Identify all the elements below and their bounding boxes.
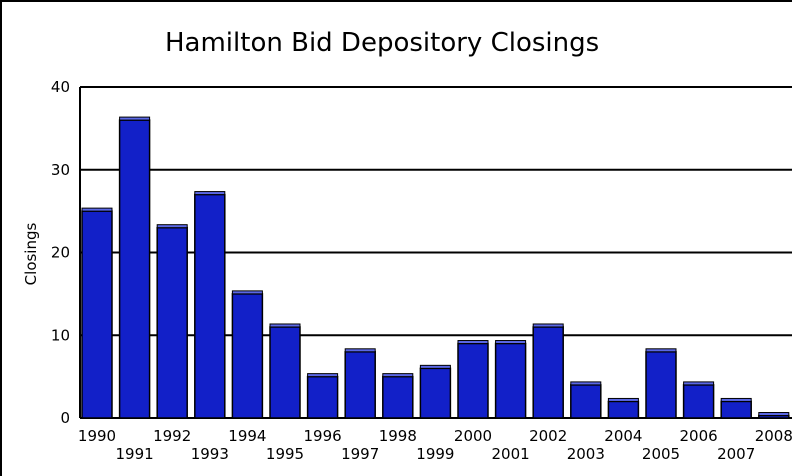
bar-body xyxy=(118,119,151,419)
bar-body xyxy=(306,375,339,419)
bar-body xyxy=(156,226,188,419)
bar-top-face xyxy=(156,224,188,229)
bar-1993 xyxy=(194,191,226,419)
bar-top-face xyxy=(758,412,790,417)
bar-body xyxy=(645,351,677,419)
x-tick-label: 1991 xyxy=(116,445,154,463)
bar-1998 xyxy=(382,373,414,419)
x-tick-label: 1996 xyxy=(304,427,342,445)
bar-top-face xyxy=(645,348,677,353)
bar-top-face xyxy=(607,397,639,402)
bar-1996 xyxy=(306,373,339,419)
bar-1990 xyxy=(81,207,113,419)
y-tick-label: 40 xyxy=(51,78,70,96)
bar-top-face xyxy=(683,381,715,386)
bar-2003 xyxy=(570,381,602,419)
bar-top-face xyxy=(382,373,414,378)
x-tick-label: 2008 xyxy=(755,427,792,445)
bar-top-face xyxy=(720,397,752,402)
bar-1999 xyxy=(419,364,452,419)
bar-body xyxy=(382,375,414,419)
y-tick-label: 30 xyxy=(51,161,70,179)
x-tick-label: 2005 xyxy=(642,445,680,463)
bar-2002 xyxy=(532,323,564,419)
bar-body xyxy=(269,326,301,419)
bar-2004 xyxy=(607,397,640,419)
bar-top-face xyxy=(307,373,339,378)
bar-body xyxy=(231,293,264,419)
bar-2007 xyxy=(720,397,752,419)
bar-1991 xyxy=(118,116,151,419)
bar-2008 xyxy=(758,412,790,419)
bar-body xyxy=(720,400,752,419)
bar-body xyxy=(419,367,452,419)
bar-body xyxy=(81,210,113,419)
x-tick-label: 1990 xyxy=(78,427,116,445)
y-tick-label: 10 xyxy=(51,326,70,344)
bar-top-face xyxy=(194,191,226,196)
bar-body xyxy=(457,342,489,419)
bar-body xyxy=(532,326,564,419)
bar-body xyxy=(570,384,602,419)
bars xyxy=(81,116,790,419)
y-tick-label: 20 xyxy=(51,244,70,262)
bar-body xyxy=(344,351,376,419)
x-tick-label: 1995 xyxy=(266,445,304,463)
bar-top-face xyxy=(532,323,564,328)
bar-top-face xyxy=(231,290,263,295)
x-tick-label: 2000 xyxy=(454,427,492,445)
bar-body xyxy=(494,342,527,419)
x-tick-label: 1998 xyxy=(379,427,417,445)
x-tick-label: 2002 xyxy=(529,427,567,445)
x-tick-label: 1997 xyxy=(341,445,379,463)
x-tick-labels: 1990199119921993199419951996199719981999… xyxy=(78,427,792,463)
x-tick-label: 1992 xyxy=(153,427,191,445)
chart-title: Hamilton Bid Depository Closings xyxy=(165,28,600,58)
bar-body xyxy=(607,400,640,419)
x-tick-label: 2004 xyxy=(604,427,642,445)
y-tick-label: 0 xyxy=(60,409,70,427)
bar-2005 xyxy=(645,348,677,419)
x-tick-label: 2003 xyxy=(567,445,605,463)
bar-body xyxy=(194,193,226,419)
bar-2001 xyxy=(494,340,527,419)
bar-1997 xyxy=(344,348,376,419)
bar-2000 xyxy=(457,340,489,419)
bar-body xyxy=(682,384,715,419)
x-tick-label: 1999 xyxy=(416,445,454,463)
x-tick-label: 2006 xyxy=(680,427,718,445)
bar-1994 xyxy=(231,290,264,419)
bar-top-face xyxy=(457,340,489,345)
x-tick-label: 1993 xyxy=(191,445,229,463)
bar-top-face xyxy=(570,381,602,386)
y-tick-labels: 0 10 20 30 40 xyxy=(51,78,70,427)
x-tick-label: 2007 xyxy=(717,445,755,463)
bar-top-face xyxy=(495,340,527,345)
x-tick-label: 1994 xyxy=(228,427,266,445)
bar-top-face xyxy=(81,207,113,212)
x-tick-label: 2001 xyxy=(492,445,530,463)
bar-1995 xyxy=(269,323,301,419)
bar-top-face xyxy=(269,323,301,328)
bar-top-face xyxy=(119,116,151,121)
bar-1992 xyxy=(156,224,188,419)
bar-top-face xyxy=(344,348,376,353)
bar-top-face xyxy=(419,364,451,369)
y-axis-title: Closings xyxy=(22,222,40,285)
bar-2006 xyxy=(682,381,715,419)
